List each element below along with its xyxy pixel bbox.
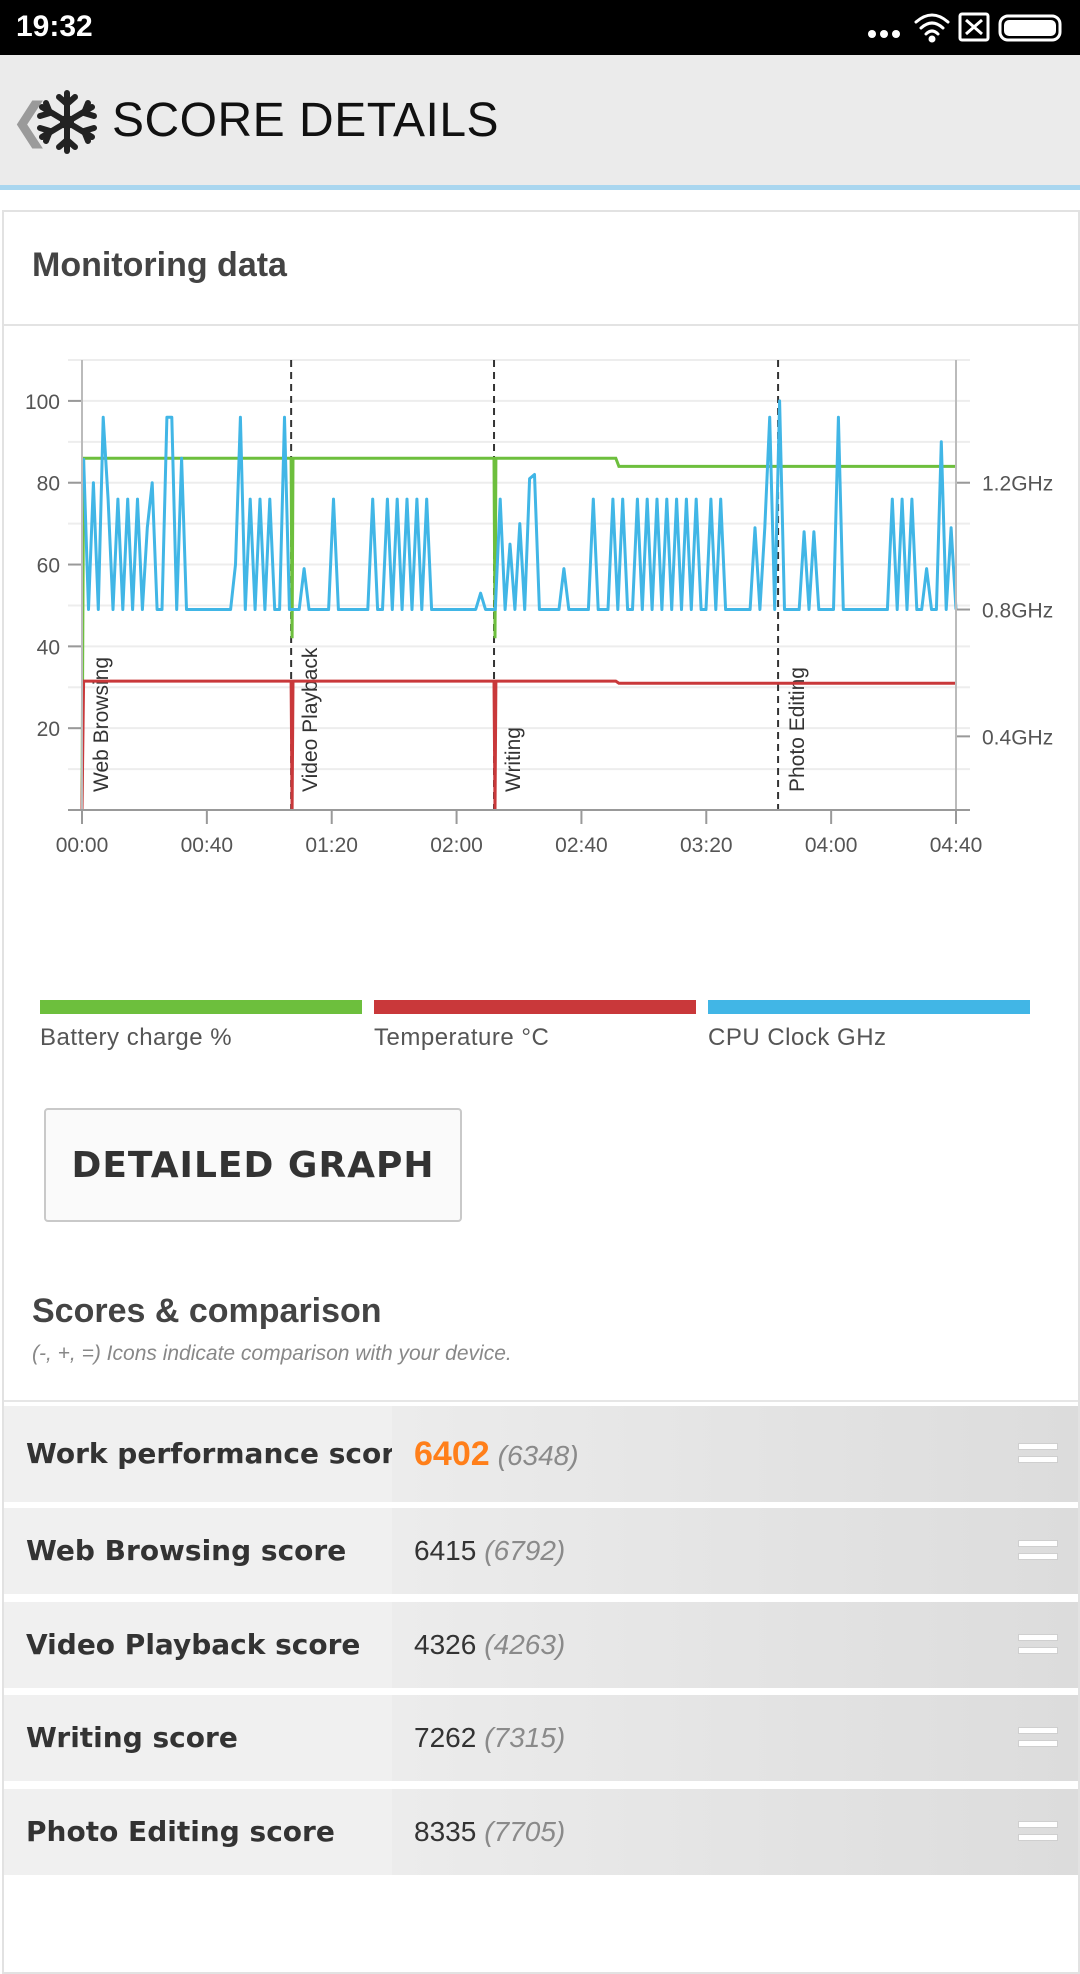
more-dots-icon	[868, 30, 900, 38]
legend-swatch-temperature	[374, 1000, 696, 1014]
monitoring-divider	[4, 324, 1078, 326]
score-row[interactable]: Work performance score 6402 (6348)	[4, 1406, 1078, 1502]
equal-icon	[1018, 1727, 1058, 1749]
scores-subtitle: (-, +, =) Icons indicate comparison with…	[32, 1342, 512, 1365]
score-value-cell: 6415 (6792)	[392, 1508, 1078, 1594]
chart-segments: Web Browsing Video Playback Writing Photo E…	[81, 360, 809, 810]
chart-grid	[68, 359, 970, 811]
score-row[interactable]: Photo Editing score 8335 (7705)	[4, 1789, 1078, 1875]
y-right-tick-label: 1.2GHz	[982, 473, 1053, 496]
x-tick-label: 02:00	[430, 834, 483, 857]
monitoring-chart: Web Browsing Video Playback Writing Photo E…	[4, 342, 1078, 982]
chart-lines	[80, 399, 958, 811]
score-row[interactable]: Video Playback score 4326 (4263)	[4, 1602, 1078, 1688]
score-value: 6402 (6348)	[414, 1406, 579, 1502]
y-right-tick-label: 0.8GHz	[982, 600, 1053, 623]
x-tick-label: 01:20	[305, 834, 358, 857]
y-left-tick-label: 20	[37, 718, 60, 741]
score-main-value: 6402	[414, 1435, 490, 1473]
segment-label: Writing	[502, 727, 525, 792]
score-name: Writing score	[26, 1721, 238, 1754]
wifi-icon	[914, 13, 950, 43]
score-name: Photo Editing score	[26, 1815, 335, 1848]
monitoring-chart-svg: Web Browsing Video Playback Writing Photo E…	[25, 359, 1053, 857]
status-bar: 19:32	[0, 0, 1080, 55]
y-left-tick-label: 40	[37, 636, 60, 659]
monitoring-title: Monitoring data	[32, 246, 287, 284]
y-right-tick-label: 0.4GHz	[982, 726, 1053, 749]
score-name: Work performance score	[26, 1437, 415, 1470]
detailed-graph-button[interactable]: DETAILED GRAPH	[44, 1108, 462, 1222]
x-tick-label: 02:40	[555, 834, 608, 857]
score-compare-value: (6348)	[497, 1440, 579, 1471]
equal-icon	[1018, 1443, 1058, 1465]
legend-swatch-battery	[40, 1000, 362, 1014]
score-value-cell: 6402 (6348)	[392, 1406, 1078, 1502]
legend-item-battery: Battery charge %	[40, 1000, 362, 1052]
score-main-value: 6415	[414, 1535, 477, 1566]
legend-label-temperature: Temperature °C	[374, 1024, 550, 1051]
series-line-battery	[80, 456, 956, 811]
segment-label: Video Playback	[299, 647, 322, 792]
score-compare-value: (7315)	[484, 1722, 566, 1753]
x-tick-label: 04:40	[930, 834, 983, 857]
score-compare-value: (6792)	[484, 1535, 566, 1566]
scores-title: Scores & comparison	[32, 1292, 382, 1330]
score-compare-value: (4263)	[484, 1629, 566, 1660]
legend-label-battery: Battery charge %	[40, 1024, 233, 1051]
score-value: 8335 (7705)	[414, 1789, 565, 1875]
snowflake-logo-icon	[37, 90, 97, 154]
x-tick-label: 03:20	[680, 834, 733, 857]
series-line-cpu	[82, 399, 958, 611]
score-row[interactable]: Web Browsing score 6415 (6792)	[4, 1508, 1078, 1594]
legend-item-cpu: CPU Clock GHz	[708, 1000, 1030, 1052]
equal-icon	[1018, 1821, 1058, 1843]
segment-label: Web Browsing	[90, 657, 113, 792]
status-icons	[868, 12, 1062, 43]
score-row[interactable]: Writing score 7262 (7315)	[4, 1695, 1078, 1781]
x-tick-label: 00:00	[56, 834, 109, 857]
legend-item-temperature: Temperature °C	[374, 1000, 696, 1052]
chart-axes: 20 40 60 80 100 0.4GHz 0.8GHz 1.2GHz 00:00 00:40 0…	[25, 360, 1053, 857]
segment-label: Photo Editing	[786, 667, 809, 792]
battery-icon	[998, 14, 1062, 42]
score-value: 7262 (7315)	[414, 1695, 565, 1781]
score-main-value: 4326	[414, 1629, 477, 1660]
score-details-card: Monitoring data Web Browsing Video Playba…	[2, 210, 1080, 1974]
no-sim-icon	[958, 12, 990, 42]
x-tick-label: 00:40	[181, 834, 234, 857]
y-left-tick-label: 60	[37, 555, 60, 578]
chart-legend: Battery charge % Temperature °C CPU Cloc…	[40, 1000, 1050, 1060]
score-name: Web Browsing score	[26, 1534, 347, 1567]
app-header: ❮ SCORE DETAILS	[0, 55, 1080, 190]
y-left-tick-label: 100	[25, 391, 60, 414]
score-value: 4326 (4263)	[414, 1602, 565, 1688]
score-main-value: 7262	[414, 1722, 477, 1753]
legend-swatch-cpu	[708, 1000, 1030, 1014]
score-value: 6415 (6792)	[414, 1508, 565, 1594]
x-tick-label: 04:00	[805, 834, 858, 857]
score-name: Video Playback score	[26, 1628, 361, 1661]
series-line-temperature	[80, 679, 956, 811]
score-compare-value: (7705)	[484, 1816, 566, 1847]
score-main-value: 8335	[414, 1816, 477, 1847]
page-title: SCORE DETAILS	[112, 94, 500, 147]
score-value-cell: 8335 (7705)	[392, 1789, 1078, 1875]
status-time: 19:32	[16, 10, 93, 43]
y-left-tick-label: 80	[37, 473, 60, 496]
score-value-cell: 7262 (7315)	[392, 1695, 1078, 1781]
score-value-cell: 4326 (4263)	[392, 1602, 1078, 1688]
equal-icon	[1018, 1634, 1058, 1656]
equal-icon	[1018, 1540, 1058, 1562]
scores-divider	[4, 1400, 1078, 1402]
legend-label-cpu: CPU Clock GHz	[708, 1024, 887, 1051]
